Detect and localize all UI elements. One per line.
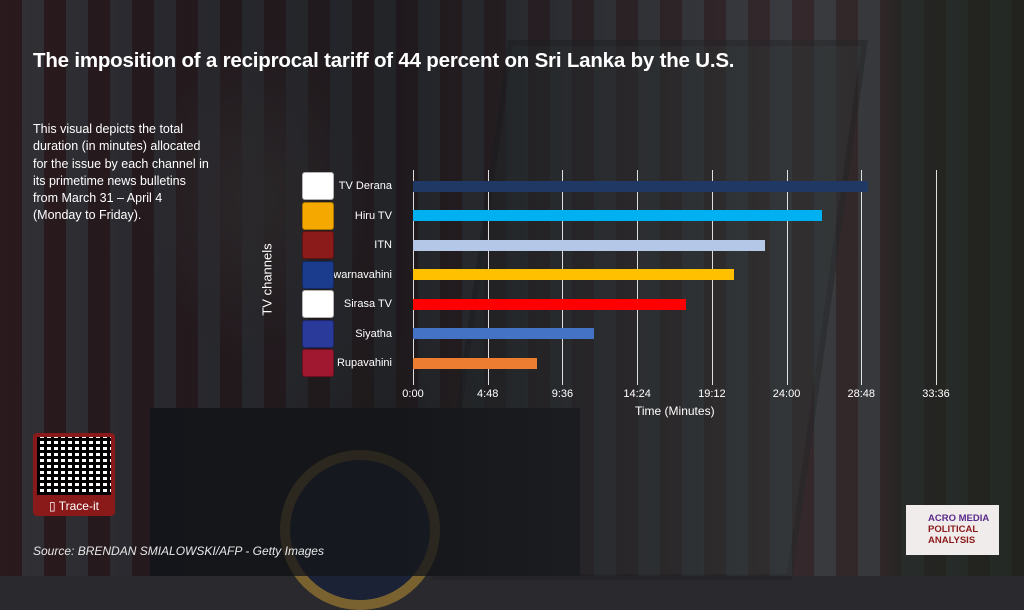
channel-label: ITN [374,239,392,251]
channel-logo-icon [302,319,334,348]
channel-label: Siyatha [355,327,392,340]
channel-logo-icon [302,349,334,377]
channel-label: Sirasa TV [343,298,392,310]
x-tick-label: 14:24 [623,388,651,400]
dark-overlay [0,0,1024,576]
page-title: The imposition of a reciprocal tariff of… [33,49,735,72]
bar [413,269,735,280]
brand-line: ANALYSIS [928,535,976,546]
brand-line: ACRO MEDIA [928,513,990,524]
qr-code-icon [37,437,111,495]
gridline [936,170,937,385]
source-credit: Source: BRENDAN SMIALOWSKI/AFP - Getty I… [33,544,324,558]
description: This visual depicts the total duration (… [33,122,209,223]
channel-logo-icon [302,201,334,230]
channel-logo-icon [302,260,334,289]
gridline [861,170,863,385]
bar-chart: 0:00 4:48 9:36 14:24 19:12 24:00 28:48 33:36 TV … [302,170,950,400]
bar [413,328,594,339]
bar [413,239,765,251]
bar [413,210,823,221]
bar [413,357,537,369]
x-tick-label: 24:00 [772,388,801,400]
brand-line: POLITICAL [928,524,979,535]
channel-label: Swarnavahini [325,268,392,281]
x-tick-label: 19:12 [698,388,726,400]
bar [413,180,868,192]
x-tick-label: 0:00 [402,388,424,400]
x-tick-label: 9:36 [551,388,574,400]
channel-label: Hiru TV [354,209,392,222]
x-tick-label: 4:48 [476,388,499,400]
x-tick-label: 28:48 [847,388,876,400]
x-axis-label: Time (Minutes) [635,404,715,418]
brand-logo: ACRO MEDIA POLITICAL ANALYSIS [906,505,999,555]
channel-logo-icon [302,231,334,259]
x-tick-label: 33:36 [922,388,950,400]
channel-label: Rupavahini [336,357,392,369]
trace-it-label: Trace-it [58,499,99,513]
gridline [786,170,788,385]
qr-code-badge[interactable]: ▯ Trace-it [33,433,115,516]
channel-logo-icon [302,172,334,200]
bar [413,298,687,310]
channel-label: TV Derana [338,180,392,192]
phone-icon: ▯ [49,499,59,513]
channel-logo-icon [302,290,334,318]
